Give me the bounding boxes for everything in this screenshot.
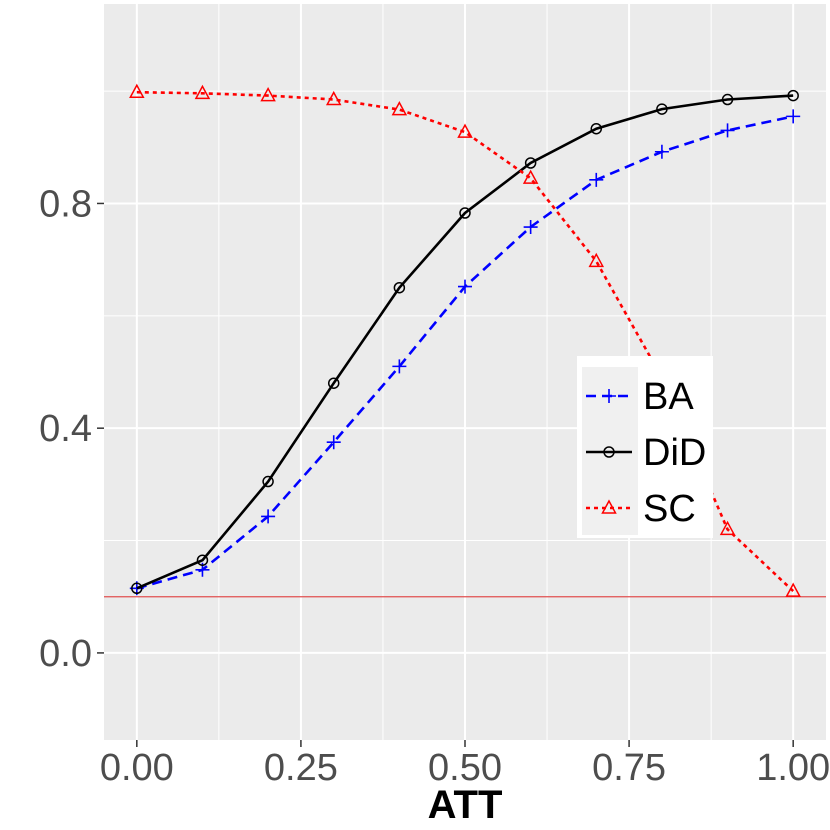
x-axis-title: ATT: [428, 783, 503, 827]
triangle-marker: [457, 123, 473, 138]
plus-marker: [602, 389, 616, 403]
legend: BA DiD SC: [577, 356, 713, 538]
y-tick-label: 0.0: [39, 633, 92, 675]
series-did: [131, 89, 799, 595]
x-tick-label: 0.75: [592, 747, 666, 789]
plus-marker: [654, 144, 669, 159]
triangle-marker: [391, 101, 408, 116]
y-tick-label: 0.4: [39, 408, 92, 450]
circle-marker: [656, 103, 668, 115]
plus-marker: [458, 279, 472, 294]
circle-marker: [262, 475, 274, 488]
triangle-marker: [785, 582, 801, 597]
circle-marker: [459, 207, 471, 219]
plus-marker: [720, 123, 735, 138]
plus-marker: [523, 220, 538, 235]
circle-marker: [196, 554, 209, 566]
plus-marker: [261, 509, 276, 524]
legend-label: SC: [643, 488, 696, 530]
circle-marker: [590, 122, 603, 135]
x-tick-label: 0.00: [100, 747, 174, 789]
triangle-marker: [588, 252, 605, 268]
plus-marker: [589, 172, 604, 187]
series-ba: [129, 109, 801, 596]
triangle-marker: [194, 84, 211, 100]
circle-marker: [327, 377, 340, 389]
circle-marker: [524, 157, 537, 169]
series-line: [136, 94, 794, 590]
axis-ticks: 0.00 0.25 0.50 0.75 1.00 0.0 0.4 0.8: [39, 183, 830, 789]
plus-marker: [326, 435, 341, 450]
circle-marker: [131, 582, 143, 595]
triangle-marker: [129, 83, 145, 98]
triangle-marker: [719, 520, 736, 536]
triangle-marker: [522, 169, 539, 184]
plus-marker: [786, 109, 801, 124]
circle-marker: [721, 93, 734, 106]
x-tick-label: 0.25: [264, 747, 338, 789]
triangle-marker: [260, 87, 276, 102]
triangle-marker: [601, 499, 617, 514]
legend-label: DiD: [643, 432, 706, 474]
circle-marker: [393, 281, 406, 294]
circle-marker: [787, 89, 799, 102]
x-tick-label: 1.00: [756, 747, 830, 789]
y-tick-label: 0.8: [39, 183, 92, 225]
circle-marker: [603, 446, 615, 458]
plus-marker: [392, 359, 407, 374]
triangle-marker: [325, 90, 342, 106]
x-tick-label: 0.50: [428, 747, 502, 789]
legend-label: BA: [643, 376, 694, 418]
